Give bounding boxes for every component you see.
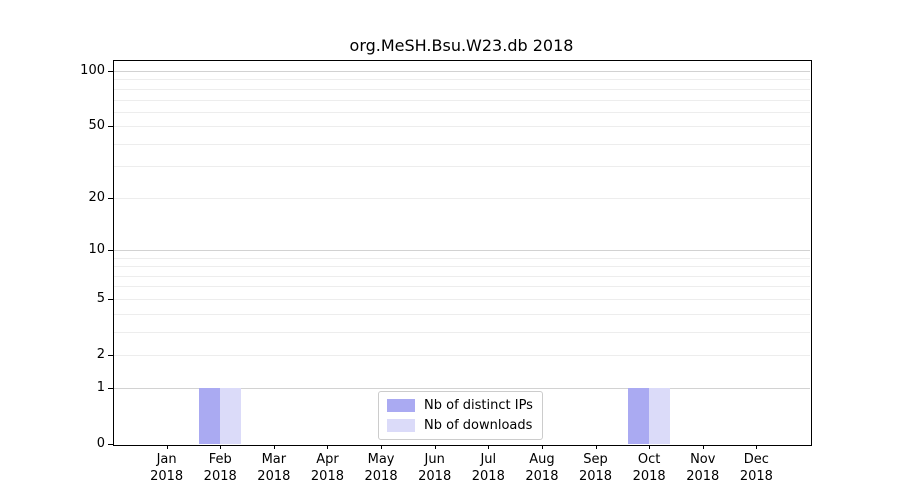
minor-gridline [114, 257, 810, 259]
minor-gridline [114, 99, 810, 101]
x-tick-label: Apr 2018 [310, 452, 344, 484]
bar-downloads [648, 387, 670, 444]
minor-gridline [114, 197, 810, 199]
legend-swatch-distinct-ips [387, 399, 415, 412]
plot-area [113, 60, 812, 446]
y-tick-label: 5 [96, 290, 105, 306]
y-tick-label: 0 [96, 435, 105, 451]
minor-gridline [114, 266, 810, 268]
y-tick-mark [108, 126, 113, 128]
chart-legend: Nb of distinct IPs Nb of downloads [378, 391, 543, 440]
legend-swatch-downloads [387, 419, 415, 432]
minor-gridline [114, 166, 810, 168]
x-tick-mark [220, 445, 222, 449]
x-tick-label: Jun 2018 [418, 452, 452, 484]
x-tick-mark [434, 445, 436, 449]
x-tick-mark [649, 445, 651, 449]
x-tick-mark [327, 445, 329, 449]
y-tick-label: 1 [96, 379, 105, 395]
x-tick-label: May 2018 [364, 452, 398, 484]
legend-label: Nb of downloads [424, 418, 533, 433]
x-tick-label: Sep 2018 [578, 452, 613, 484]
y-tick-label: 20 [88, 189, 105, 205]
minor-gridline [114, 313, 810, 315]
x-tick-label: Dec 2018 [739, 452, 773, 484]
minor-gridline [114, 354, 810, 356]
y-tick-mark [108, 298, 113, 300]
minor-gridline [114, 286, 810, 288]
x-tick-mark [541, 445, 543, 449]
x-tick-label: Mar 2018 [257, 452, 291, 484]
minor-gridline [114, 111, 810, 113]
bar-downloads [219, 387, 241, 444]
minor-gridline [114, 331, 810, 333]
x-tick-mark [756, 445, 758, 449]
x-tick-mark [702, 445, 704, 449]
minor-gridline [114, 143, 810, 145]
bar-distinct-ips [198, 387, 220, 444]
x-tick-label: Jul 2018 [471, 452, 505, 484]
minor-gridline [114, 79, 810, 81]
y-tick-label: 2 [96, 346, 105, 362]
y-tick-label: 10 [88, 241, 105, 257]
y-tick-mark [108, 443, 113, 445]
y-tick-label: 50 [88, 118, 105, 134]
chart-title: org.MeSH.Bsu.W23.db 2018 [349, 36, 574, 55]
minor-gridline [114, 88, 810, 90]
x-tick-mark [595, 445, 597, 449]
y-tick-mark [108, 249, 113, 251]
x-tick-label: Jan 2018 [150, 452, 184, 484]
major-gridline [114, 71, 810, 73]
x-tick-label: Feb 2018 [203, 452, 237, 484]
legend-item-distinct-ips: Nb of distinct IPs [387, 397, 533, 414]
x-tick-mark [273, 445, 275, 449]
y-tick-mark [108, 387, 113, 389]
minor-gridline [114, 275, 810, 277]
x-tick-mark [166, 445, 168, 449]
minor-gridline [114, 298, 810, 300]
y-tick-label: 100 [80, 63, 105, 79]
legend-item-downloads: Nb of downloads [387, 417, 533, 434]
major-gridline [114, 249, 810, 251]
y-tick-mark [108, 354, 113, 356]
bar-distinct-ips [627, 387, 649, 444]
major-gridline [114, 387, 810, 389]
x-tick-label: Oct 2018 [632, 452, 666, 484]
y-tick-mark [108, 71, 113, 73]
minor-gridline [114, 126, 810, 128]
y-tick-mark [108, 197, 113, 199]
legend-label: Nb of distinct IPs [424, 398, 533, 413]
x-tick-label: Nov 2018 [686, 452, 720, 484]
x-tick-mark [381, 445, 383, 449]
x-tick-mark [488, 445, 490, 449]
x-tick-label: Aug 2018 [525, 452, 559, 484]
